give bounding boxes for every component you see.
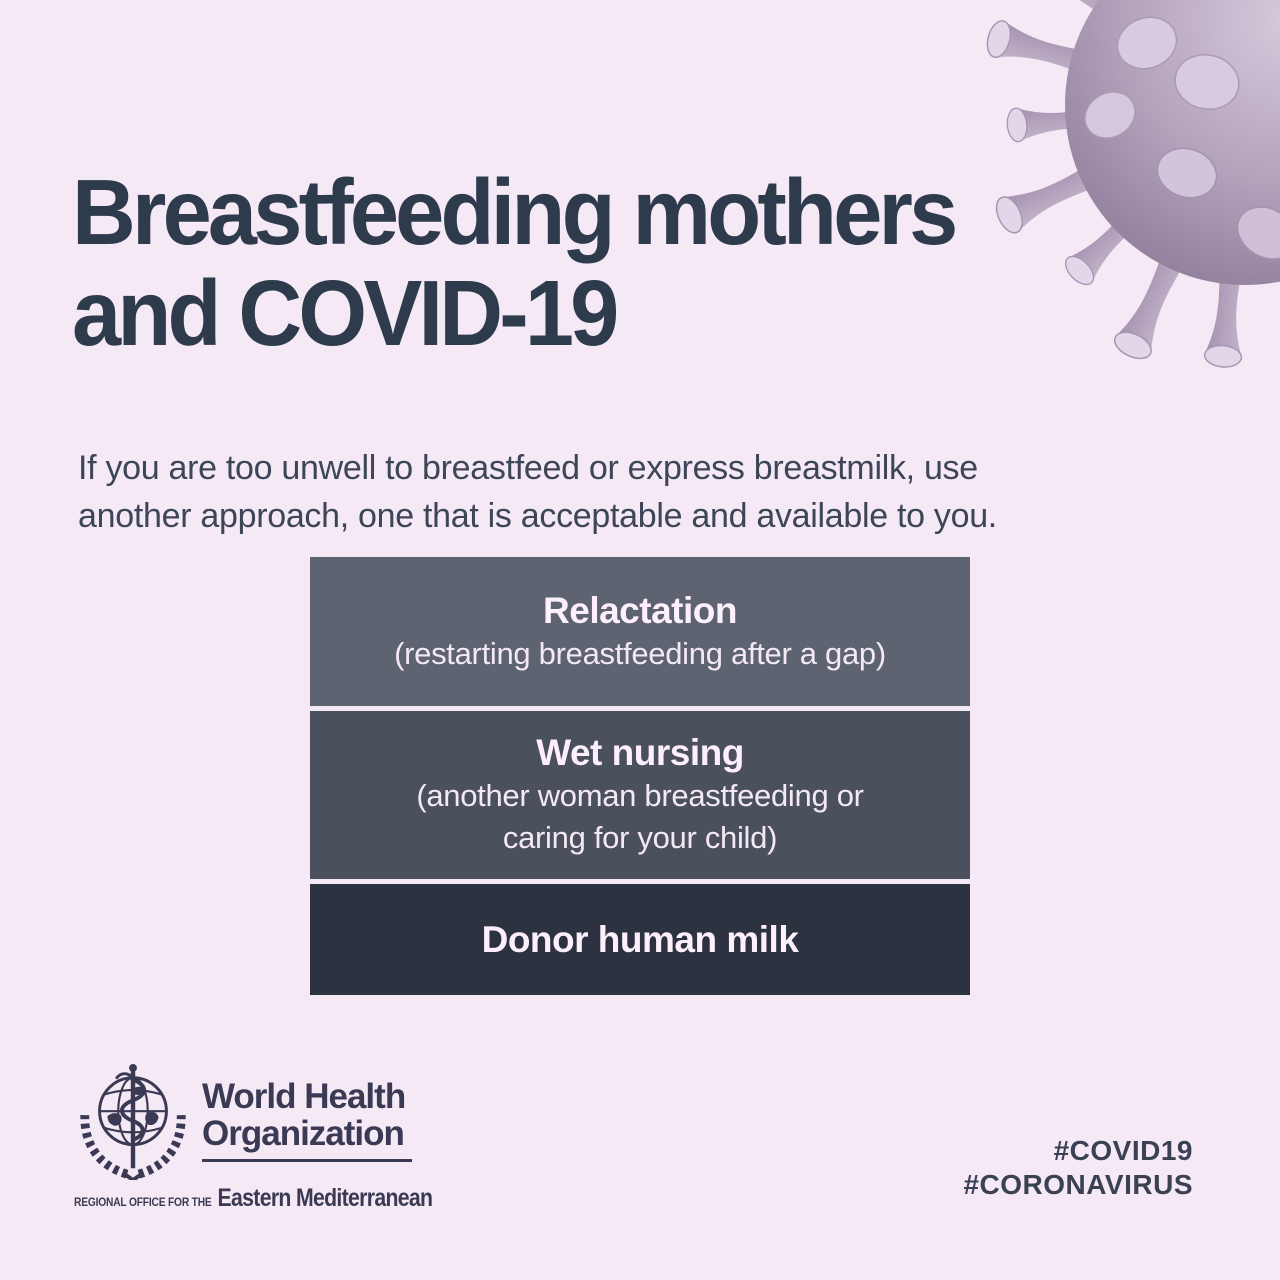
page-title: Breastfeeding mothers and COVID-19: [72, 160, 958, 366]
option-title: Relactation: [543, 589, 737, 631]
who-regional-office: REGIONAL OFFICE FOR THE Eastern Mediterr…: [74, 1184, 433, 1213]
intro-text: If you are too unwell to breastfeed or e…: [78, 449, 997, 535]
hashtags: #COVID19 #CORONAVIRUS: [963, 1134, 1193, 1202]
who-logo-top: World Health Organization: [74, 1062, 434, 1180]
option-title: Donor human milk: [481, 918, 799, 960]
option-wet-nursing: Wet nursing (another woman breastfeeding…: [310, 711, 970, 879]
hashtag-coronavirus: #CORONAVIRUS: [963, 1169, 1193, 1200]
who-name-line1: World Health: [202, 1077, 406, 1116]
option-relactation: Relactation (restarting breastfeeding af…: [310, 557, 970, 706]
hashtag-covid19: #COVID19: [1053, 1135, 1193, 1166]
who-name: World Health Organization: [202, 1062, 412, 1162]
options-list: Relactation (restarting breastfeeding af…: [310, 557, 970, 995]
option-donor-milk: Donor human milk: [310, 884, 970, 995]
who-office-prefix: REGIONAL OFFICE FOR THE: [74, 1195, 212, 1209]
who-divider: [202, 1159, 412, 1162]
option-subtitle: (restarting breastfeeding after a gap): [394, 635, 886, 671]
option-title: Wet nursing: [536, 732, 744, 773]
who-name-line2: Organization: [202, 1114, 405, 1153]
who-office-name: Eastern Mediterranean: [217, 1184, 434, 1212]
option-subtitle: (another woman breastfeeding or caring f…: [416, 778, 864, 855]
coronavirus-icon: [982, 0, 1280, 386]
who-logo: World Health Organization REGIONAL OFFIC…: [74, 1062, 434, 1213]
who-emblem-icon: [80, 1063, 186, 1180]
